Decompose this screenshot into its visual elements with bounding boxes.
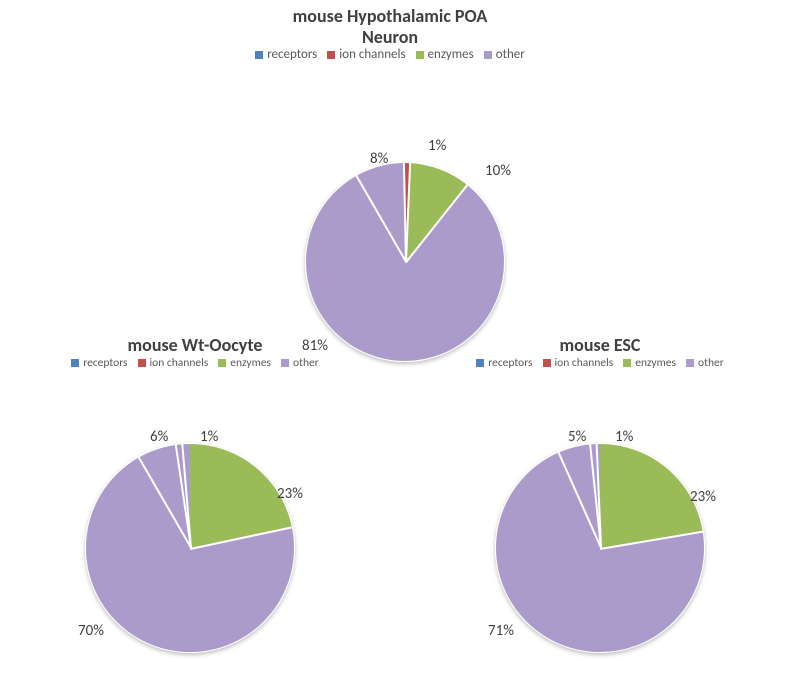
legend-label-other: other xyxy=(698,356,724,370)
legend-label-receptors: receptors xyxy=(488,356,532,370)
pie-wrap: 5% 1% 23% 71% xyxy=(420,370,780,693)
legend-item-ion_channels: ion channels xyxy=(543,356,614,370)
legend-item-other: other xyxy=(686,356,724,370)
legend-swatch-other xyxy=(686,359,694,367)
data-label-receptors: 5% xyxy=(568,428,586,446)
legend-item-enzymes: enzymes xyxy=(416,47,474,62)
data-label-other: 71% xyxy=(488,622,514,640)
legend-swatch-receptors xyxy=(255,51,263,59)
legend: receptors ion channels enzymes other xyxy=(420,356,780,370)
legend-item-receptors: receptors xyxy=(476,356,532,370)
legend-item-receptors: receptors xyxy=(255,47,317,62)
legend-item-other: other xyxy=(281,356,319,370)
data-label-enzymes: 23% xyxy=(690,488,716,506)
legend-item-enzymes: enzymes xyxy=(218,356,271,370)
legend-label-ion_channels: ion channels xyxy=(339,47,405,62)
legend-label-receptors: receptors xyxy=(83,356,127,370)
legend-swatch-enzymes xyxy=(416,51,424,59)
data-label-receptors: 6% xyxy=(150,428,168,446)
legend-label-ion_channels: ion channels xyxy=(150,356,209,370)
data-label-other: 70% xyxy=(78,622,104,640)
legend-label-ion_channels: ion channels xyxy=(555,356,614,370)
legend-swatch-other xyxy=(281,359,289,367)
chart-title: mouse Wt-Oocyte xyxy=(15,335,375,356)
legend-label-other: other xyxy=(293,356,319,370)
legend-swatch-receptors xyxy=(71,359,79,367)
legend-swatch-enzymes xyxy=(218,359,226,367)
data-label-ion_channels: 1% xyxy=(428,137,446,155)
legend-swatch-other xyxy=(484,51,492,59)
legend-item-receptors: receptors xyxy=(71,356,127,370)
chart-oocyte: mouse Wt-Oocytereceptors ion channels enzy… xyxy=(15,335,375,693)
chart-title: mouse Hypothalamic POA Neuron xyxy=(190,6,590,47)
legend-item-other: other xyxy=(484,47,525,62)
data-label-enzymes: 23% xyxy=(277,485,303,503)
legend: receptors ion channels enzymes other xyxy=(190,47,590,62)
legend-label-enzymes: enzymes xyxy=(230,356,271,370)
legend-item-ion_channels: ion channels xyxy=(138,356,209,370)
chart-title: mouse ESC xyxy=(420,335,780,356)
pie-wrap: 6% 1% 23% 70% xyxy=(15,370,375,693)
legend-swatch-ion_channels xyxy=(543,359,551,367)
legend-label-receptors: receptors xyxy=(267,47,317,62)
data-label-receptors: 8% xyxy=(370,150,388,168)
legend-item-ion_channels: ion channels xyxy=(327,47,405,62)
chart-esc: mouse ESCreceptors ion channels enzymes oth… xyxy=(420,335,780,693)
data-label-ion_channels: 1% xyxy=(615,428,633,446)
legend-swatch-ion_channels xyxy=(138,359,146,367)
legend-swatch-enzymes xyxy=(623,359,631,367)
legend-label-other: other xyxy=(496,47,525,62)
data-label-enzymes: 10% xyxy=(485,162,511,180)
legend-swatch-receptors xyxy=(476,359,484,367)
legend-label-enzymes: enzymes xyxy=(635,356,676,370)
legend-label-enzymes: enzymes xyxy=(428,47,474,62)
legend: receptors ion channels enzymes other xyxy=(15,356,375,370)
legend-item-enzymes: enzymes xyxy=(623,356,676,370)
legend-swatch-ion_channels xyxy=(327,51,335,59)
data-label-ion_channels: 1% xyxy=(200,428,218,446)
